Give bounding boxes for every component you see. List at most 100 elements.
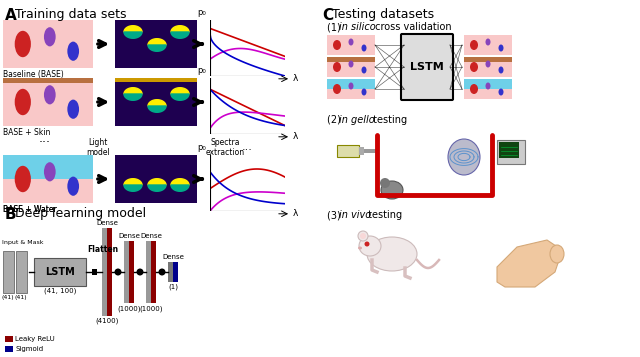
Polygon shape bbox=[171, 32, 189, 38]
Text: Flatten: Flatten bbox=[87, 245, 118, 254]
Bar bbox=[3, 155, 93, 179]
Text: (41, 100): (41, 100) bbox=[44, 288, 76, 295]
Text: (3): (3) bbox=[327, 210, 344, 220]
Bar bbox=[92, 269, 97, 275]
Text: in silico: in silico bbox=[339, 22, 376, 32]
Bar bbox=[327, 62, 375, 77]
Text: LSTM: LSTM bbox=[45, 267, 75, 277]
Ellipse shape bbox=[470, 62, 478, 72]
Ellipse shape bbox=[44, 85, 56, 104]
Text: p₀: p₀ bbox=[198, 66, 206, 75]
Ellipse shape bbox=[67, 42, 79, 61]
Text: Input & Mask: Input & Mask bbox=[2, 240, 44, 245]
Text: Dense: Dense bbox=[96, 220, 118, 226]
Polygon shape bbox=[124, 32, 142, 38]
Polygon shape bbox=[171, 94, 189, 100]
Bar bbox=[16, 251, 27, 293]
Bar bbox=[327, 35, 375, 55]
Bar bbox=[359, 147, 364, 155]
Bar bbox=[102, 228, 107, 316]
Bar bbox=[3, 179, 93, 203]
Bar bbox=[464, 89, 512, 99]
Bar bbox=[3, 83, 93, 126]
Ellipse shape bbox=[486, 39, 490, 45]
Text: p₀: p₀ bbox=[198, 8, 206, 17]
Text: cross validation: cross validation bbox=[372, 22, 452, 32]
Text: LSTM: LSTM bbox=[410, 62, 444, 72]
Ellipse shape bbox=[359, 236, 381, 256]
Text: BASE + Skin: BASE + Skin bbox=[3, 128, 51, 137]
Bar bbox=[124, 241, 129, 303]
Ellipse shape bbox=[67, 177, 79, 196]
Ellipse shape bbox=[367, 237, 417, 271]
Text: C: C bbox=[322, 8, 333, 23]
Polygon shape bbox=[124, 94, 142, 100]
Text: (4100): (4100) bbox=[95, 318, 118, 325]
Bar bbox=[3, 78, 93, 83]
Ellipse shape bbox=[349, 82, 353, 90]
Ellipse shape bbox=[499, 89, 504, 96]
Bar bbox=[327, 79, 375, 89]
Text: λ: λ bbox=[292, 209, 298, 218]
Text: (2): (2) bbox=[327, 115, 344, 125]
Bar bbox=[3, 179, 93, 203]
Bar bbox=[146, 241, 151, 303]
Bar bbox=[34, 258, 86, 286]
Bar bbox=[3, 251, 14, 293]
Polygon shape bbox=[148, 179, 166, 185]
Circle shape bbox=[115, 268, 122, 276]
Bar bbox=[499, 142, 519, 158]
Ellipse shape bbox=[15, 31, 31, 57]
Text: p₀: p₀ bbox=[198, 143, 206, 152]
Text: testing: testing bbox=[365, 210, 402, 220]
Bar bbox=[364, 149, 379, 153]
Text: (1): (1) bbox=[168, 284, 178, 291]
Bar bbox=[5, 346, 13, 352]
Text: Deep learning model: Deep learning model bbox=[15, 207, 146, 220]
Circle shape bbox=[136, 268, 143, 276]
Text: λ: λ bbox=[292, 74, 298, 83]
Ellipse shape bbox=[15, 166, 31, 192]
Ellipse shape bbox=[381, 181, 403, 199]
Text: Dense: Dense bbox=[140, 233, 162, 239]
Ellipse shape bbox=[67, 100, 79, 119]
Ellipse shape bbox=[15, 89, 31, 115]
Bar bbox=[327, 57, 375, 62]
Bar bbox=[464, 35, 512, 55]
Ellipse shape bbox=[362, 66, 367, 74]
Polygon shape bbox=[124, 26, 142, 32]
Text: (1): (1) bbox=[327, 22, 344, 32]
Ellipse shape bbox=[499, 66, 504, 74]
Text: ...: ... bbox=[39, 132, 51, 145]
Ellipse shape bbox=[448, 139, 480, 175]
Polygon shape bbox=[124, 185, 142, 191]
Ellipse shape bbox=[44, 27, 56, 46]
Text: in vivo: in vivo bbox=[339, 210, 371, 220]
Bar bbox=[173, 262, 178, 282]
Bar bbox=[129, 241, 134, 303]
Ellipse shape bbox=[362, 89, 367, 96]
Bar bbox=[107, 228, 112, 316]
Polygon shape bbox=[148, 185, 166, 191]
Ellipse shape bbox=[499, 45, 504, 51]
Text: Baseline (BASE): Baseline (BASE) bbox=[3, 70, 64, 79]
Polygon shape bbox=[497, 240, 559, 287]
Ellipse shape bbox=[380, 178, 390, 188]
Text: Sigmoid: Sigmoid bbox=[15, 346, 43, 352]
Ellipse shape bbox=[358, 231, 368, 241]
Text: BASE + Water: BASE + Water bbox=[3, 205, 57, 214]
Polygon shape bbox=[148, 45, 166, 51]
Text: (1000): (1000) bbox=[140, 305, 163, 312]
Ellipse shape bbox=[360, 233, 366, 239]
Text: Leaky ReLU: Leaky ReLU bbox=[15, 336, 55, 342]
Ellipse shape bbox=[333, 84, 341, 94]
Ellipse shape bbox=[333, 62, 341, 72]
Polygon shape bbox=[171, 88, 189, 94]
Text: (1000): (1000) bbox=[117, 305, 141, 312]
Text: λ: λ bbox=[292, 132, 298, 141]
Ellipse shape bbox=[44, 162, 56, 181]
Ellipse shape bbox=[486, 82, 490, 90]
Text: ...: ... bbox=[241, 142, 252, 152]
Ellipse shape bbox=[550, 245, 564, 263]
Text: Testing datasets: Testing datasets bbox=[332, 8, 434, 21]
